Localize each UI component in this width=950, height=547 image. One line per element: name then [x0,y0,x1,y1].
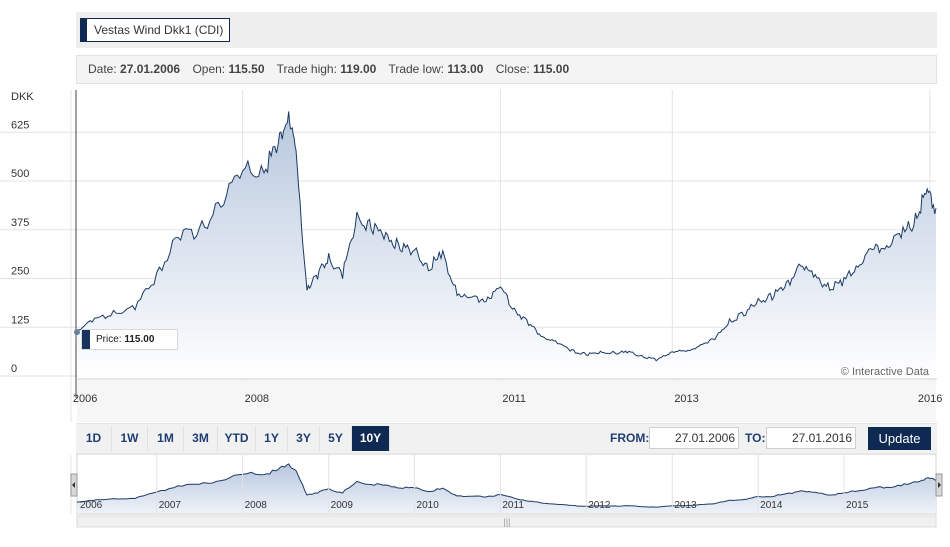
info-date-value: 27.01.2006 [120,62,181,76]
range-button-5y[interactable]: 5Y [320,426,352,451]
price-line [76,111,937,362]
from-date-input[interactable] [649,427,739,449]
navigator-left-arrow-icon [72,482,75,488]
navigator-tick-label: 2015 [846,500,869,511]
navigator-tick-label: 2013 [674,500,697,511]
y-tick-label: 250 [11,266,29,278]
info-low-label: Trade low: [388,62,445,76]
navigator-tick-label: 2011 [502,500,524,511]
x-tick-label: 2008 [245,393,269,405]
x-tick-label: 2011 [502,393,526,405]
to-label: TO: [745,431,766,445]
range-button-1m[interactable]: 1M [148,426,184,451]
navigator-tick-label: 2012 [588,500,611,511]
navigator-line [76,463,937,508]
to-date-input[interactable] [766,427,856,449]
x-tick-label: 2013 [674,393,698,405]
range-button-3y[interactable]: 3Y [288,426,320,451]
info-date-label: Date: [88,62,117,76]
info-high: Trade high: 119.00 [277,62,377,76]
info-high-value: 119.00 [340,62,377,76]
price-area [77,111,936,380]
y-axis-ticks: 0 125 250 375 500 625 [11,119,29,375]
y-tick-label: 500 [11,168,29,180]
price-chart[interactable]: DKK 0 125 250 375 500 625 2006 2008 2011 2013 201… [0,86,950,422]
info-date: Date: 27.01.2006 [88,62,180,76]
info-high-label: Trade high: [276,62,337,76]
x-tick-label: 2016 [918,393,942,405]
navigator-tick-label: 2006 [80,500,103,511]
scrollbar-grip-icon: ||| [503,517,510,527]
range-button-10y[interactable]: 10Y [352,426,390,451]
y-tick-label: 125 [11,314,29,326]
navigator-right-arrow-icon [938,482,941,488]
navigator[interactable]: 2006 2007 2008 2009 2010 2011 2012 2013 2014 2015… [0,452,950,532]
x-tick-label: 2006 [73,393,97,405]
range-button-1y[interactable]: 1Y [256,426,288,451]
price-tooltip-swatch [82,330,90,349]
range-button-1d[interactable]: 1D [76,426,112,451]
info-open-label: Open: [192,62,226,76]
update-button[interactable]: Update [868,427,931,450]
series-tag-label: Vestas Wind Dkk1 (CDI) [94,23,224,37]
price-tooltip-value: 115.00 [124,334,155,345]
from-label: FROM: [610,431,650,445]
info-low-value: 113.00 [447,62,484,76]
navigator-tick-label: 2014 [760,500,783,511]
range-button-3m[interactable]: 3M [184,426,218,451]
info-close-value: 115.00 [533,62,570,76]
y-tick-label: 625 [11,119,29,131]
info-open: Open: 115.50 [192,62,264,76]
info-close: Close: 115.00 [496,62,569,76]
info-low: Trade low: 113.00 [388,62,483,76]
info-open-value: 115.50 [228,62,265,76]
y-axis-title: DKK [11,91,34,103]
series-color-swatch [81,19,87,41]
navigator-tick-label: 2009 [331,500,354,511]
navigator-scrollbar[interactable] [76,515,937,528]
y-tick-label: 375 [11,217,29,229]
navigator-tick-label: 2007 [159,500,182,511]
hover-marker [74,329,80,336]
navigator-ticks: 2006 2007 2008 2009 2010 2011 2012 2013 2014 2015 [70,455,869,514]
range-button-1w[interactable]: 1W [112,426,148,451]
series-tag[interactable]: Vestas Wind Dkk1 (CDI) [80,18,231,42]
navigator-tick-label: 2010 [417,500,440,511]
range-button-ytd[interactable]: YTD [218,426,256,451]
info-bar: Date: 27.01.2006 Open: 115.50 Trade high… [76,55,937,84]
x-axis-ticks: 2006 2008 2011 2013 2016 [73,393,942,405]
credit-text: © Interactive Data [841,366,930,378]
navigator-tick-label: 2008 [245,500,268,511]
price-tooltip: Price: 115.00 [81,329,178,350]
price-tooltip-label: Price: [96,334,122,345]
x-axis-band [77,380,936,422]
navigator-area [77,463,936,513]
info-close-label: Close: [495,62,530,76]
y-tick-label: 0 [11,363,17,375]
